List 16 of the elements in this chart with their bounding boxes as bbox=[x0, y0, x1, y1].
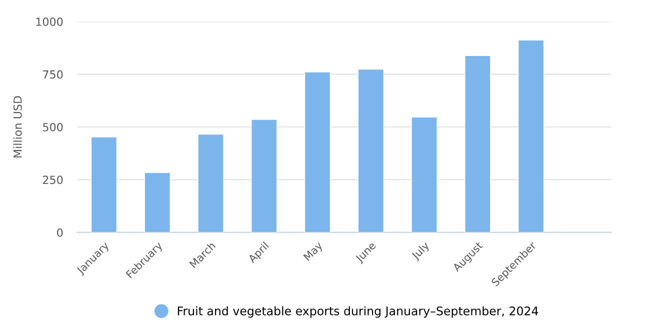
bar bbox=[144, 172, 171, 232]
y-tick-label: 1000 bbox=[36, 18, 63, 26]
y-tick-label: 500 bbox=[43, 122, 63, 132]
bar bbox=[411, 116, 438, 232]
legend-label: Fruit and vegetable exports during January–September, 2024 bbox=[178, 306, 538, 318]
bar bbox=[250, 118, 278, 232]
y-tick-label: 250 bbox=[43, 176, 63, 184]
bar bbox=[358, 68, 384, 232]
bar bbox=[90, 136, 118, 232]
bar bbox=[464, 55, 491, 232]
bar bbox=[198, 134, 224, 232]
y-tick-label: 750 bbox=[43, 70, 63, 79]
y-tick-label: 0 bbox=[57, 228, 63, 237]
bar bbox=[518, 40, 544, 232]
y-axis-title: Million USD bbox=[13, 96, 22, 158]
bar bbox=[304, 72, 331, 232]
